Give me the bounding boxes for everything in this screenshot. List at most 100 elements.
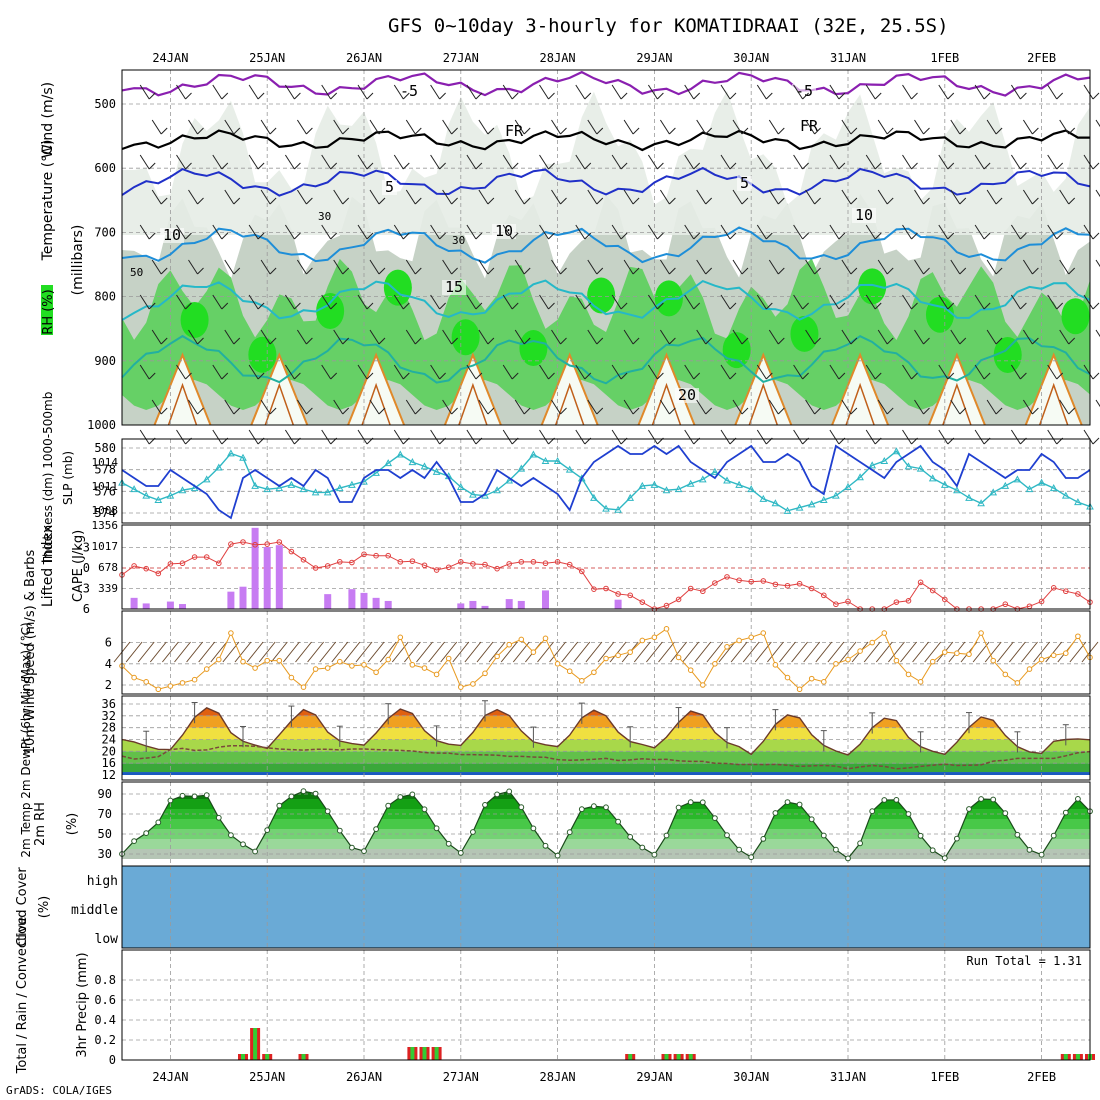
upper-wind-barb-flag <box>185 232 192 240</box>
wind-speed-point <box>1014 680 1021 686</box>
upper-wind-barb <box>575 224 586 240</box>
upper-wind-barb-flag <box>451 337 458 345</box>
upper-wind-barb <box>986 329 997 345</box>
thickness-point <box>965 493 973 501</box>
surface-wind-barb <box>730 641 748 663</box>
upper-wind-barb-flag <box>959 267 967 275</box>
upper-wind-barb <box>296 399 307 415</box>
upper-wind-barb <box>865 294 876 310</box>
upper-wind-barb <box>442 119 453 135</box>
lifted-index-point <box>917 579 924 586</box>
upper-wind-barb-flag <box>221 232 229 240</box>
upper-wind-barb-flag <box>366 162 374 170</box>
surface-wind-barb <box>670 641 687 663</box>
rh-point <box>470 829 476 835</box>
upper-wind-barb-flag <box>874 372 882 380</box>
lifted-index-point <box>143 565 149 572</box>
upper-wind-barb-flag <box>1056 302 1064 310</box>
thickness-point <box>299 485 308 493</box>
upper-wind-barb <box>1083 429 1094 445</box>
thickness-line <box>121 450 1091 512</box>
upper-wind-barb <box>212 429 223 445</box>
thickness-axis-label: Thickness (dm) 1000-500mb <box>41 392 55 566</box>
upper-wind-barb <box>1047 224 1058 240</box>
upper-wind-barb <box>805 189 816 205</box>
precip-convective-bar <box>265 1054 270 1060</box>
lifted-index-point <box>1050 585 1057 591</box>
upper-wind-barb-flag <box>620 232 628 240</box>
upper-wind-barb <box>248 224 259 240</box>
rh-point <box>1062 809 1069 816</box>
bottom-day-label: 24JAN <box>152 1070 188 1084</box>
lifted-index-point <box>530 559 537 565</box>
panel-frame <box>121 610 1091 695</box>
rh-point <box>978 796 984 802</box>
upper-wind-barb <box>647 84 658 100</box>
upper-wind-barb-flag <box>523 197 531 205</box>
thickness-point <box>432 467 441 475</box>
rh-point <box>252 848 259 855</box>
precip-legend-label: Total / Rain / Convective <box>15 917 30 1075</box>
upper-wind-barb <box>575 429 586 445</box>
precip-tick-label: 0.4 <box>94 1013 116 1027</box>
rh-patch-high <box>316 293 345 330</box>
upper-wind-barb <box>393 154 404 170</box>
upper-wind-barb-flag <box>1092 92 1100 100</box>
wind-speed-point <box>131 674 137 681</box>
rh-point <box>397 794 404 800</box>
rh-point <box>215 814 222 821</box>
upper-wind-barb-flag <box>705 127 713 135</box>
surface-wind-barb <box>646 641 663 663</box>
dewpoint-line <box>121 744 1091 770</box>
bottom-day-label: 27JAN <box>443 1070 479 1084</box>
thickness-point <box>553 456 562 464</box>
rh-point <box>929 847 936 854</box>
upper-wind-barb <box>478 329 489 345</box>
upper-wind-barb-flag <box>874 162 882 170</box>
lifted-index-point <box>627 592 634 599</box>
thickness-point <box>1013 475 1022 483</box>
thickness-point <box>1061 491 1070 499</box>
wind-speed-point <box>397 634 404 641</box>
surface-wind-barb <box>174 641 191 663</box>
thickness-point <box>396 450 405 458</box>
upper-wind-barb <box>950 259 961 275</box>
upper-wind-barb <box>756 154 767 170</box>
upper-wind-barb-flag <box>741 337 749 345</box>
upper-wind-barb-flag <box>269 407 277 415</box>
lifted-index-point <box>300 557 307 563</box>
upper-wind-barb <box>430 294 441 310</box>
upper-wind-barb <box>732 399 743 415</box>
surface-wind-barb <box>307 641 324 663</box>
upper-wind-barb <box>430 84 441 100</box>
bottom-day-label: 29JAN <box>636 1070 672 1084</box>
lifted-index-point <box>216 560 222 567</box>
lifted-index-point <box>591 586 597 592</box>
upper-wind-barb-flag <box>777 337 785 345</box>
thickness-point <box>311 488 320 496</box>
upper-wind-barb-flag <box>693 92 701 100</box>
surface-heating-inner <box>1038 382 1069 426</box>
precip-tick-label: 0.6 <box>94 993 116 1007</box>
thickness-point <box>674 485 683 493</box>
lifted-index-point <box>796 580 803 587</box>
upper-wind-barb <box>684 429 695 445</box>
rh-point <box>578 806 585 813</box>
rh-point <box>421 806 428 813</box>
rh-point <box>1075 796 1081 802</box>
surface-wind-barb <box>500 641 518 663</box>
upper-wind-barb-flag <box>366 232 374 240</box>
panel-frame <box>121 438 1091 524</box>
surface-wind-barb <box>1021 641 1038 663</box>
wind-speed-point <box>663 626 670 632</box>
upper-wind-barb-flag <box>669 407 676 415</box>
upper-wind-barb <box>575 294 586 310</box>
upper-wind-barb <box>902 84 912 100</box>
upper-wind-barb <box>1022 329 1033 345</box>
lifted-index-point <box>240 539 246 545</box>
lifted-index-point <box>615 591 621 597</box>
upper-wind-barb <box>938 154 949 170</box>
upper-wind-barb <box>514 119 525 135</box>
upper-wind-barb-flag <box>947 232 955 240</box>
upper-wind-barb-flag <box>729 162 737 170</box>
